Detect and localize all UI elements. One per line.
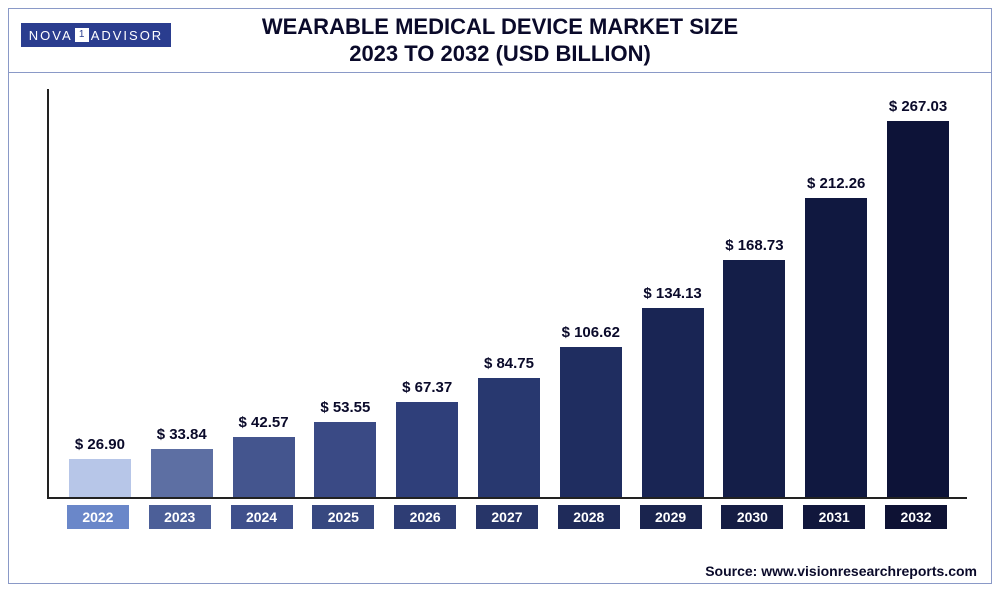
x-tick: 2024 bbox=[221, 501, 303, 529]
x-tick: 2025 bbox=[302, 501, 384, 529]
source-citation: Source: www.visionresearchreports.com bbox=[705, 563, 977, 579]
bar-slot: $ 168.73 bbox=[714, 87, 796, 497]
bar bbox=[478, 378, 540, 497]
x-tick: 2027 bbox=[466, 501, 548, 529]
bar-slot: $ 134.13 bbox=[632, 87, 714, 497]
bar-slot: $ 53.55 bbox=[304, 87, 386, 497]
bar bbox=[151, 449, 213, 497]
source-prefix: Source: bbox=[705, 563, 761, 579]
bar-value-label: $ 84.75 bbox=[484, 355, 534, 372]
bar-slot: $ 67.37 bbox=[386, 87, 468, 497]
logo-badge: NOVA 1 ADVISOR bbox=[21, 23, 171, 47]
bar bbox=[314, 422, 376, 497]
x-tick: 2028 bbox=[548, 501, 630, 529]
bar bbox=[887, 121, 949, 497]
bar bbox=[723, 260, 785, 497]
bar-value-label: $ 26.90 bbox=[75, 436, 125, 453]
bar-value-label: $ 134.13 bbox=[643, 285, 701, 302]
bar-value-label: $ 106.62 bbox=[562, 324, 620, 341]
x-tick-label: 2032 bbox=[885, 505, 947, 529]
logo-text-left: NOVA bbox=[29, 28, 73, 43]
chart-plot: $ 26.90 $ 33.84 $ 42.57 $ 53.55 $ 67.37 $ 84.… bbox=[47, 89, 967, 499]
x-tick-label: 2027 bbox=[476, 505, 538, 529]
logo-number-box: 1 bbox=[75, 28, 89, 42]
x-tick-label: 2028 bbox=[558, 505, 620, 529]
chart-container: NOVA 1 ADVISOR Wearable Medical Device M… bbox=[8, 8, 992, 584]
x-tick-label: 2026 bbox=[394, 505, 456, 529]
x-tick-label: 2024 bbox=[231, 505, 293, 529]
bar-slot: $ 267.03 bbox=[877, 87, 959, 497]
bar-value-label: $ 168.73 bbox=[725, 237, 783, 254]
x-tick-label: 2022 bbox=[67, 505, 129, 529]
x-tick: 2023 bbox=[139, 501, 221, 529]
bar bbox=[233, 437, 295, 497]
x-tick: 2030 bbox=[712, 501, 794, 529]
x-tick: 2022 bbox=[57, 501, 139, 529]
x-tick: 2029 bbox=[630, 501, 712, 529]
bar bbox=[642, 308, 704, 497]
x-tick: 2031 bbox=[793, 501, 875, 529]
bar-value-label: $ 53.55 bbox=[320, 399, 370, 416]
bar-value-label: $ 267.03 bbox=[889, 98, 947, 115]
bar-slot: $ 33.84 bbox=[141, 87, 223, 497]
source-url: www.visionresearchreports.com bbox=[761, 563, 977, 579]
bar-value-label: $ 42.57 bbox=[239, 414, 289, 431]
x-tick: 2026 bbox=[384, 501, 466, 529]
bar-slot: $ 212.26 bbox=[795, 87, 877, 497]
chart-area: $ 26.90 $ 33.84 $ 42.57 $ 53.55 $ 67.37 $ 84.… bbox=[47, 89, 967, 534]
bar-value-label: $ 33.84 bbox=[157, 426, 207, 443]
header: NOVA 1 ADVISOR Wearable Medical Device M… bbox=[9, 9, 991, 73]
bar bbox=[69, 459, 131, 497]
x-axis: 2022 2023 2024 2025 2026 2027 2028 2029 2030 2031… bbox=[47, 501, 967, 529]
bar-slot: $ 26.90 bbox=[59, 87, 141, 497]
bar bbox=[560, 347, 622, 497]
bar-slot: $ 106.62 bbox=[550, 87, 632, 497]
bar bbox=[396, 402, 458, 497]
bar-value-label: $ 67.37 bbox=[402, 379, 452, 396]
bar-value-label: $ 212.26 bbox=[807, 175, 865, 192]
bar-slot: $ 84.75 bbox=[468, 87, 550, 497]
x-tick-label: 2029 bbox=[640, 505, 702, 529]
x-tick-label: 2023 bbox=[149, 505, 211, 529]
bar bbox=[805, 198, 867, 497]
bar-slot: $ 42.57 bbox=[223, 87, 305, 497]
bars-group: $ 26.90 $ 33.84 $ 42.57 $ 53.55 $ 67.37 $ 84.… bbox=[49, 87, 969, 497]
x-tick-label: 2030 bbox=[721, 505, 783, 529]
x-tick-label: 2025 bbox=[312, 505, 374, 529]
x-tick-label: 2031 bbox=[803, 505, 865, 529]
x-tick: 2032 bbox=[875, 501, 957, 529]
logo-text-right: ADVISOR bbox=[91, 28, 164, 43]
